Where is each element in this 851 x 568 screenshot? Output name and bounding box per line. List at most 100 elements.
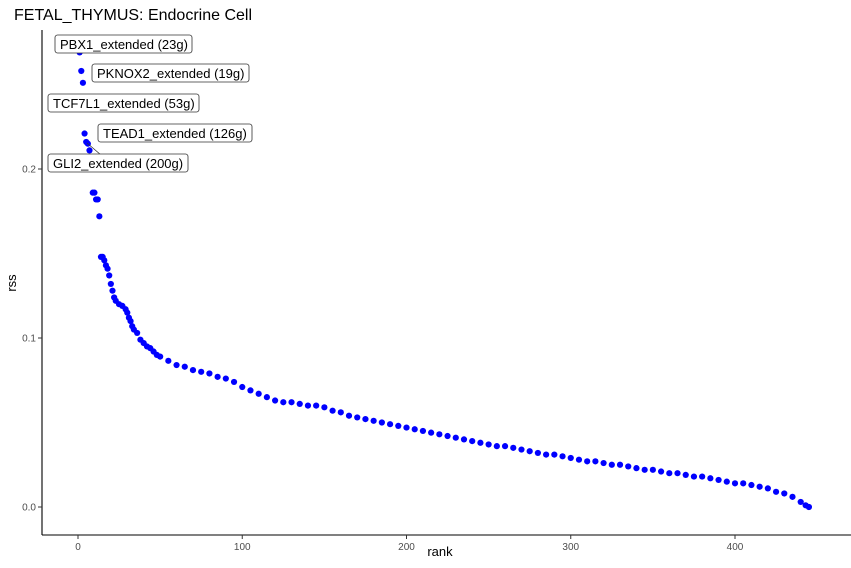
annotation-text: PBX1_extended (23g) [60, 37, 188, 52]
chart-title: FETAL_THYMUS: Endocrine Cell [14, 7, 252, 24]
data-point [551, 451, 558, 458]
data-point [403, 424, 410, 431]
data-point [674, 470, 681, 477]
data-point [101, 257, 108, 264]
data-point [781, 490, 788, 497]
data-point [329, 407, 336, 414]
data-point [534, 449, 542, 457]
data-point [362, 416, 369, 423]
data-point [230, 378, 238, 386]
data-point [772, 488, 780, 495]
data-point [707, 475, 714, 482]
data-point [608, 461, 615, 468]
annotation-label: GLI2_extended (200g) [47, 153, 189, 173]
data-point [104, 265, 111, 272]
x-tick-label: 200 [398, 542, 415, 553]
data-point [436, 431, 443, 438]
data-point [625, 463, 632, 470]
annotation-text: TCF7L1_extended (53g) [53, 96, 195, 111]
data-point [444, 432, 451, 440]
data-point [124, 309, 131, 316]
annotation-connector [86, 142, 102, 156]
data-point [386, 421, 394, 428]
annotation-text: GLI2_extended (200g) [53, 156, 183, 171]
data-point [657, 468, 665, 475]
data-point [428, 429, 435, 436]
data-point [633, 465, 640, 472]
data-point [288, 399, 295, 406]
annotation-box [54, 34, 193, 54]
data-point [94, 196, 101, 203]
data-point [452, 434, 459, 441]
data-point [666, 470, 673, 477]
data-point [78, 67, 85, 75]
data-point [280, 399, 287, 406]
y-ticks: 0.0 0.1 0.2 [22, 165, 42, 514]
data-point [501, 443, 509, 450]
x-tick-label: 100 [234, 542, 251, 553]
data-point [313, 402, 320, 409]
data-point [764, 485, 771, 492]
data-point [206, 370, 213, 377]
annotation-label: PBX1_extended (23g) [54, 34, 193, 54]
data-point [616, 461, 624, 468]
y-axis-label: rss [4, 274, 19, 292]
data-point [493, 443, 500, 450]
annotation-box [47, 153, 189, 173]
data-point [567, 454, 574, 462]
data-point [715, 476, 722, 484]
data-point [263, 394, 270, 401]
annotation-box [91, 63, 250, 83]
data-point [345, 412, 353, 419]
x-tick-label: 400 [727, 542, 744, 553]
data-point [805, 503, 813, 511]
data-point [304, 402, 312, 409]
data-point [690, 473, 698, 480]
data-point [797, 498, 804, 506]
data-point [222, 375, 229, 382]
data-point [157, 353, 164, 360]
data-point [378, 419, 385, 426]
data-point [296, 400, 303, 408]
data-point [411, 426, 418, 433]
data-point [740, 480, 747, 487]
data-point [198, 368, 205, 375]
data-point [600, 459, 607, 467]
data-point [584, 458, 591, 465]
y-tick-label: 0.2 [22, 165, 36, 176]
data-point [682, 471, 689, 478]
data-point [321, 404, 328, 411]
y-tick-label: 0.1 [22, 334, 36, 345]
annotation-label: PKNOX2_extended (19g) [91, 63, 250, 83]
data-point [106, 272, 113, 279]
data-point [789, 493, 796, 500]
data-point [96, 213, 103, 220]
data-point [510, 444, 517, 451]
data-point [134, 329, 141, 337]
data-point [337, 409, 344, 416]
data-point [181, 363, 188, 370]
data-point [189, 367, 197, 374]
data-point [109, 287, 116, 294]
data-point [575, 456, 583, 463]
y-tick-label: 0.0 [22, 503, 36, 514]
annotation-text: TEAD1_extended (126g) [103, 126, 247, 141]
annotation-box [47, 93, 200, 113]
data-point [370, 417, 377, 424]
data-point [699, 473, 706, 480]
data-point [354, 414, 361, 421]
data-point [165, 357, 172, 364]
data-point [419, 427, 427, 435]
data-point [173, 361, 180, 369]
annotation-label: TCF7L1_extended (53g) [47, 93, 200, 113]
data-point [526, 448, 533, 455]
annotation-text: PKNOX2_extended (19g) [97, 66, 244, 81]
data-point [592, 458, 599, 465]
data-point [460, 436, 468, 443]
data-point [756, 483, 763, 490]
annotation-label: TEAD1_extended (126g) [97, 123, 253, 143]
x-ticks: 0 100 200 300 400 [75, 535, 744, 553]
data-point [395, 422, 402, 429]
data-point [477, 439, 484, 446]
